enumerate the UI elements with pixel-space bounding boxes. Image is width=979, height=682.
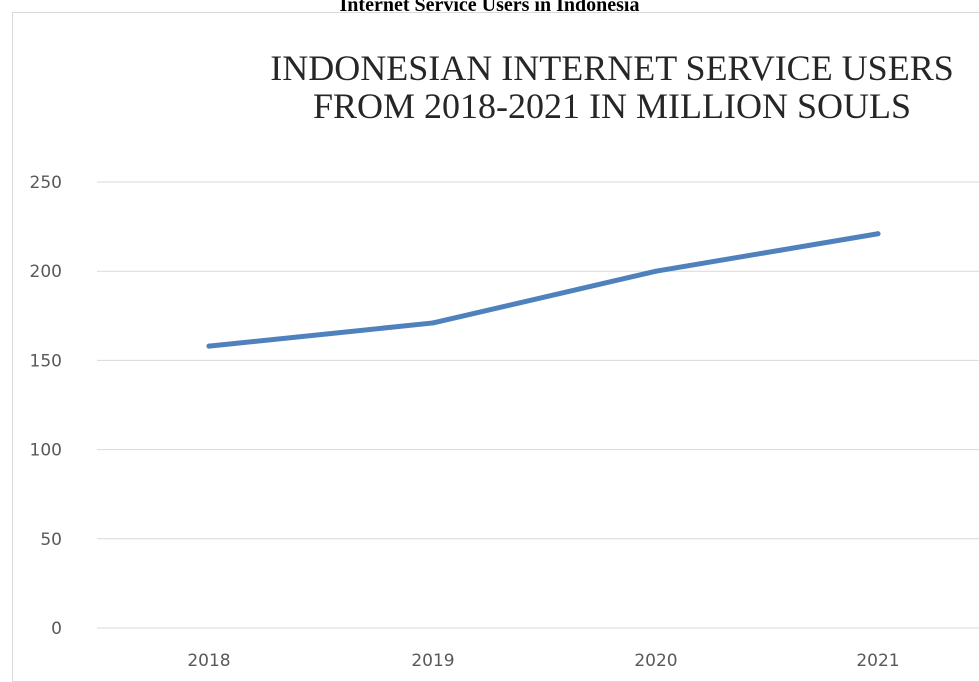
series-group: [206, 231, 881, 349]
data-point-2018: [206, 343, 212, 349]
data-point-2021: [875, 231, 881, 237]
y-tick-label: 250: [30, 173, 62, 193]
series-line: [206, 231, 881, 349]
data-point-2020: [653, 268, 659, 274]
x-tick-label: 2020: [634, 651, 677, 671]
y-tick-label: 50: [40, 530, 62, 550]
y-tick-label: 100: [30, 441, 62, 461]
x-axis-ticks: 2018 2019 2020 2021: [187, 651, 899, 671]
y-axis-ticks: 0 50 100 150 200 250: [30, 173, 62, 639]
y-tick-label: 150: [30, 351, 62, 371]
chart-title-line-1: INDONESIAN INTERNET SERVICE USERS: [270, 48, 953, 88]
data-point-2019: [430, 320, 436, 326]
x-tick-label: 2021: [856, 651, 899, 671]
x-tick-label: 2018: [187, 651, 230, 671]
x-tick-label: 2019: [411, 651, 454, 671]
grid-lines: [97, 181, 979, 629]
y-tick-label: 0: [51, 619, 62, 639]
y-tick-label: 200: [30, 262, 62, 282]
chart-title-line-2: FROM 2018-2021 IN MILLION SOULS: [313, 86, 911, 126]
